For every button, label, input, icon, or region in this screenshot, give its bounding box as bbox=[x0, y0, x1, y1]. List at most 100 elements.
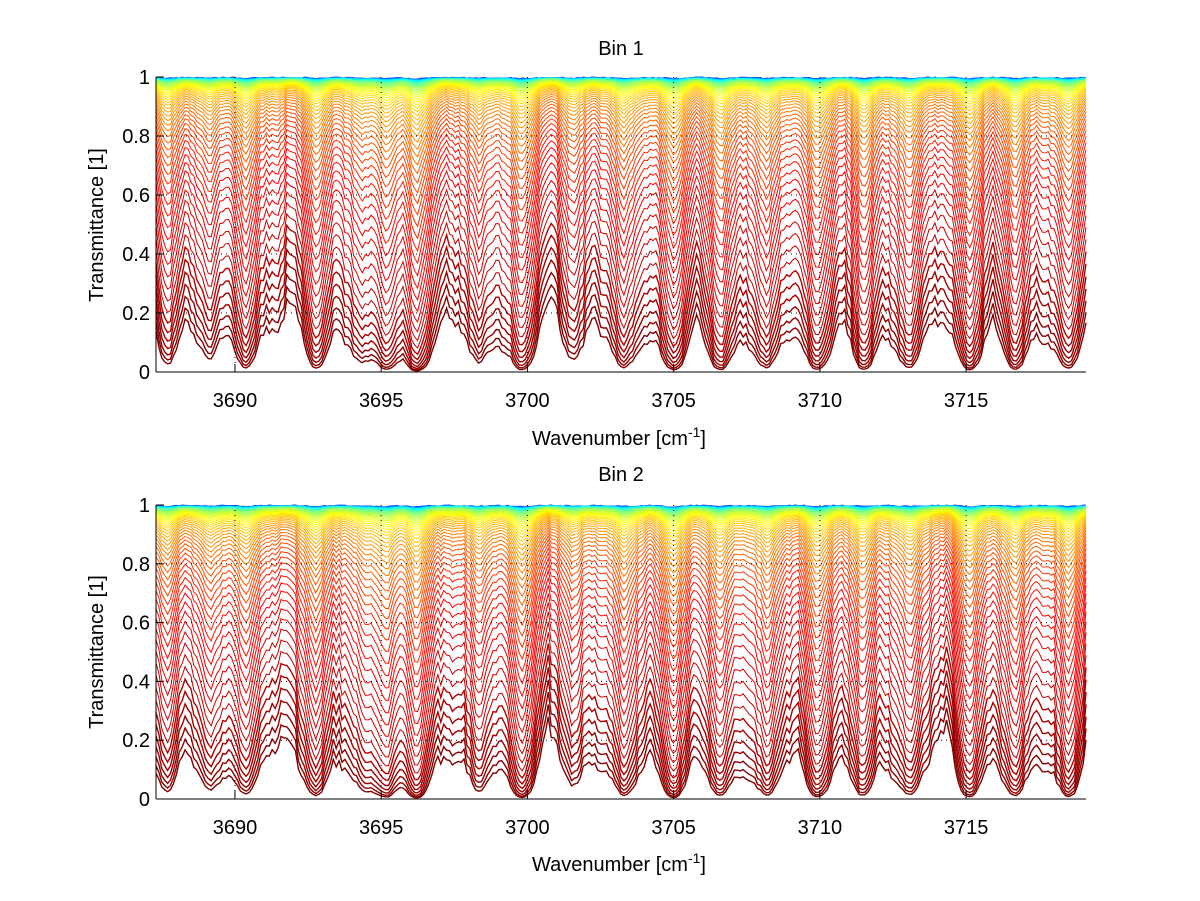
x-axis-label: Wavenumber [cm-1] bbox=[532, 424, 706, 450]
spectrum-line bbox=[155, 140, 1087, 265]
spectrum-line bbox=[155, 509, 1087, 525]
spectrum-line bbox=[155, 508, 1087, 523]
x-tick-label: 3715 bbox=[944, 817, 989, 839]
spectrum-line bbox=[155, 100, 1087, 166]
spectrum-line bbox=[155, 85, 1087, 113]
y-tick-labels: 0 0.2 0.4 0.6 0.8 1 bbox=[122, 495, 150, 811]
x-tick-labels: 3690 3695 3700 3705 3710 3715 bbox=[213, 817, 989, 839]
axes-frame bbox=[155, 76, 1086, 373]
spectrum-line bbox=[155, 611, 1087, 757]
spectrum-line bbox=[155, 106, 1087, 184]
spectrum-line bbox=[155, 602, 1087, 747]
y-tick-label: 0 bbox=[139, 789, 150, 811]
spectrum-line bbox=[155, 655, 1087, 786]
spectrum-line bbox=[155, 507, 1087, 518]
spectrum-line bbox=[155, 128, 1087, 240]
spectrum-line bbox=[155, 514, 1087, 548]
y-tick-label: 0.6 bbox=[122, 613, 150, 635]
x-axis-label: Wavenumber [cm-1] bbox=[532, 850, 706, 876]
subplot-title: Bin 1 bbox=[598, 38, 644, 60]
y-tick-label: 0.6 bbox=[122, 185, 150, 207]
y-tick-label: 0.8 bbox=[122, 554, 150, 576]
spectrum-line bbox=[155, 526, 1087, 591]
spectrum-line bbox=[155, 507, 1087, 520]
spectrum-line bbox=[155, 81, 1087, 98]
spectrum-line bbox=[155, 82, 1087, 103]
spectrum-line bbox=[155, 162, 1087, 302]
x-tick-label: 3710 bbox=[798, 817, 843, 839]
spectrum-line bbox=[155, 679, 1087, 794]
spectrum-line bbox=[155, 538, 1087, 629]
spectrum-line bbox=[155, 103, 1087, 175]
x-tick-label: 3690 bbox=[213, 817, 258, 839]
x-tick-label: 3700 bbox=[505, 390, 550, 412]
subplot-title: Bin 2 bbox=[598, 464, 644, 486]
spectrum-line bbox=[155, 512, 1087, 540]
y-axis-label: Transmittance [1] bbox=[86, 148, 108, 302]
spectrum-line bbox=[155, 508, 1087, 521]
spectrum-line bbox=[155, 532, 1087, 609]
spectrum-line bbox=[155, 556, 1087, 675]
spectrum-line bbox=[155, 90, 1087, 131]
grid-lines bbox=[156, 505, 1086, 799]
spectrum-line bbox=[155, 518, 1087, 563]
spectrum-line bbox=[155, 146, 1087, 277]
spectrum-line bbox=[155, 271, 1087, 370]
x-tick-label: 3695 bbox=[359, 817, 404, 839]
y-tick-label: 1 bbox=[139, 495, 150, 517]
spectrum-line bbox=[155, 88, 1087, 126]
spectrum-line bbox=[155, 621, 1087, 766]
x-tick-label: 3715 bbox=[944, 390, 989, 412]
spectrum-line bbox=[155, 93, 1087, 144]
x-tick-label: 3710 bbox=[798, 390, 843, 412]
spectrum-line bbox=[155, 84, 1087, 109]
y-tick-label: 0.4 bbox=[122, 671, 150, 693]
spectrum-line bbox=[155, 632, 1087, 774]
y-tick-labels: 0 0.2 0.4 0.6 0.8 1 bbox=[122, 67, 150, 384]
spectrum-line bbox=[155, 189, 1087, 333]
spectrum-line bbox=[155, 569, 1087, 700]
spectra-lines bbox=[155, 504, 1087, 799]
spectrum-line bbox=[155, 520, 1087, 569]
grid-lines bbox=[156, 77, 1086, 372]
spectrum-line bbox=[155, 133, 1087, 253]
spectrum-line bbox=[155, 716, 1087, 799]
spectrum-line bbox=[155, 643, 1087, 781]
y-tick-label: 1 bbox=[139, 67, 150, 89]
spectrum-line bbox=[155, 211, 1087, 349]
spectrum-line bbox=[155, 95, 1087, 151]
spectrum-line bbox=[155, 200, 1087, 342]
spectrum-line bbox=[155, 585, 1087, 725]
spectrum-line bbox=[155, 179, 1087, 324]
spectrum-line bbox=[155, 80, 1087, 96]
y-tick-label: 0.2 bbox=[122, 303, 150, 325]
spectrum-line bbox=[155, 511, 1087, 536]
spectrum-line bbox=[155, 509, 1087, 528]
spectrum-line bbox=[155, 547, 1087, 651]
spectrum-line bbox=[155, 110, 1087, 195]
spectrum-line bbox=[155, 542, 1087, 640]
spectrum-line bbox=[155, 551, 1087, 663]
axes-frame bbox=[155, 504, 1086, 800]
spectrum-line bbox=[155, 114, 1087, 205]
y-axis-label: Transmittance [1] bbox=[86, 575, 108, 729]
spectrum-line bbox=[155, 80, 1087, 92]
spectrum-line bbox=[155, 283, 1087, 371]
spectrum-line bbox=[155, 87, 1087, 121]
spectrum-line bbox=[155, 510, 1087, 530]
subplot-bin-2: Bin 2 3690 3695 3700 3705 3710 3715 0 0.2 0.4 0.… bbox=[86, 464, 1087, 876]
spectrum-line bbox=[155, 154, 1087, 290]
spectrum-line bbox=[155, 513, 1087, 543]
spectrum-line bbox=[155, 562, 1087, 688]
spectrum-line bbox=[155, 522, 1087, 576]
spectrum-line bbox=[155, 704, 1087, 798]
subplot-bin-1: Bin 1 3690 3695 3700 3705 3710 3715 0 0.2 0.4 0.… bbox=[86, 38, 1087, 450]
x-tick-label: 3700 bbox=[505, 817, 550, 839]
spectrum-line bbox=[155, 86, 1087, 117]
spectrum-line bbox=[155, 510, 1087, 533]
spectrum-line bbox=[155, 234, 1087, 361]
spectrum-line bbox=[155, 515, 1087, 552]
y-tick-label: 0.2 bbox=[122, 730, 150, 752]
spectrum-line bbox=[155, 529, 1087, 600]
